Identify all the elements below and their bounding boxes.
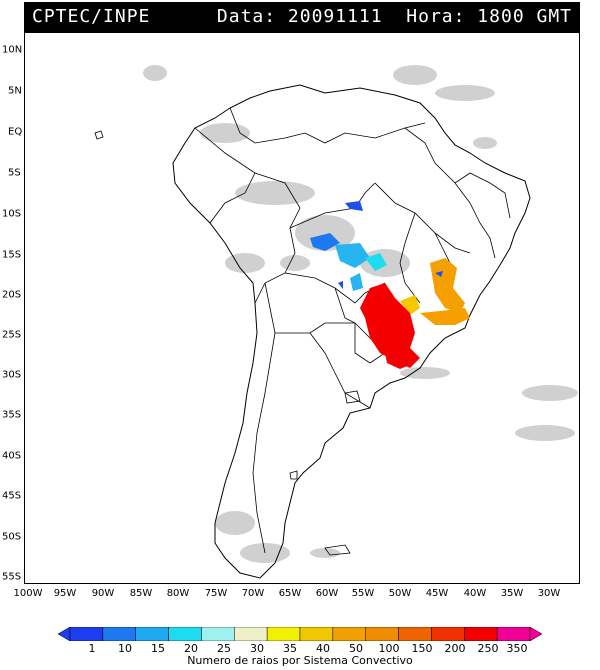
legend-color-cell — [365, 627, 399, 641]
legend-level-10: 10 — [118, 642, 132, 655]
legend-color-cells — [69, 627, 531, 641]
lon-label-85w: 85W — [129, 588, 153, 599]
legend-level-250: 250 — [477, 642, 499, 655]
lightning-clusters — [310, 201, 470, 369]
legend-level-20: 20 — [184, 642, 198, 655]
lat-label-55s: 55S — [2, 571, 22, 583]
south-america-coastline — [172, 84, 531, 579]
legend-color-cell — [102, 627, 136, 641]
lat-label-25s: 25S — [2, 329, 22, 341]
legend-level-350: 350 — [506, 642, 528, 655]
lat-label-30s: 30S — [2, 369, 22, 381]
lon-label-35w: 35W — [500, 588, 524, 599]
lat-label-5s: 5S — [8, 167, 21, 179]
legend-level-100: 100 — [378, 642, 400, 655]
legend-color-cell — [299, 627, 334, 641]
legend-color-cell — [332, 627, 366, 641]
header-organization: CPTEC/INPE — [32, 6, 151, 27]
lat-label-eq: EQ — [8, 126, 23, 138]
cloud-cover — [143, 65, 578, 563]
legend-color-cell — [168, 627, 202, 641]
legend-color-cell — [464, 627, 498, 641]
lon-label-70w: 70W — [241, 588, 265, 599]
legend-level-30: 30 — [250, 642, 264, 655]
lon-label-100w: 100W — [13, 588, 43, 599]
lon-label-90w: 90W — [91, 588, 115, 599]
islands — [94, 130, 361, 556]
legend-color-cell — [234, 627, 268, 641]
legend-arrow-right — [529, 627, 542, 641]
lon-label-95w: 95W — [53, 588, 77, 599]
lat-label-35s: 35S — [2, 409, 22, 421]
legend-color-cell — [431, 627, 465, 641]
legend-color-cell — [135, 627, 169, 641]
lon-label-45w: 45W — [425, 588, 449, 599]
legend-level-35: 35 — [283, 642, 297, 655]
legend-level-25: 25 — [217, 642, 231, 655]
lon-label-65w: 65W — [278, 588, 302, 599]
legend-color-cell — [398, 627, 432, 641]
lat-label-10s: 10S — [2, 208, 22, 220]
legend-color-cell — [201, 627, 235, 641]
legend-arrow-left — [58, 627, 71, 641]
legend-color-cell — [496, 627, 531, 641]
lon-label-50w: 50W — [388, 588, 412, 599]
legend-level-200: 200 — [444, 642, 466, 655]
legend-color-cell — [69, 627, 104, 641]
map-header: CPTEC/INPE Data: 20091111 Hora: 1800 GMT — [24, 2, 580, 32]
lon-label-60w: 60W — [315, 588, 339, 599]
lon-label-80w: 80W — [166, 588, 190, 599]
lat-label-50s: 50S — [2, 531, 22, 543]
legend-level-1: 1 — [88, 642, 96, 655]
lon-label-40w: 40W — [463, 588, 487, 599]
lat-label-10n: 10N — [2, 44, 23, 56]
color-legend-bar — [58, 627, 542, 641]
country-borders — [194, 107, 511, 554]
legend-level-15: 15 — [151, 642, 165, 655]
legend-level-150: 150 — [411, 642, 433, 655]
map-frame — [24, 32, 580, 584]
header-date-time: Data: 20091111 Hora: 1800 GMT — [216, 6, 572, 27]
lon-label-55w: 55W — [351, 588, 375, 599]
lon-label-75w: 75W — [204, 588, 228, 599]
legend-level-40: 40 — [316, 642, 330, 655]
legend-title: Numero de raios por Sistema Convectivo — [187, 654, 413, 667]
lat-label-40s: 40S — [2, 450, 22, 462]
legend-level-50: 50 — [349, 642, 363, 655]
legend-color-cell — [266, 627, 301, 641]
lat-label-45s: 45S — [2, 490, 22, 502]
lat-label-5n: 5N — [8, 85, 22, 97]
south-america-map — [94, 65, 578, 579]
lat-label-20s: 20S — [2, 289, 22, 301]
lon-label-30w: 30W — [537, 588, 561, 599]
lat-label-15s: 15S — [2, 249, 22, 261]
